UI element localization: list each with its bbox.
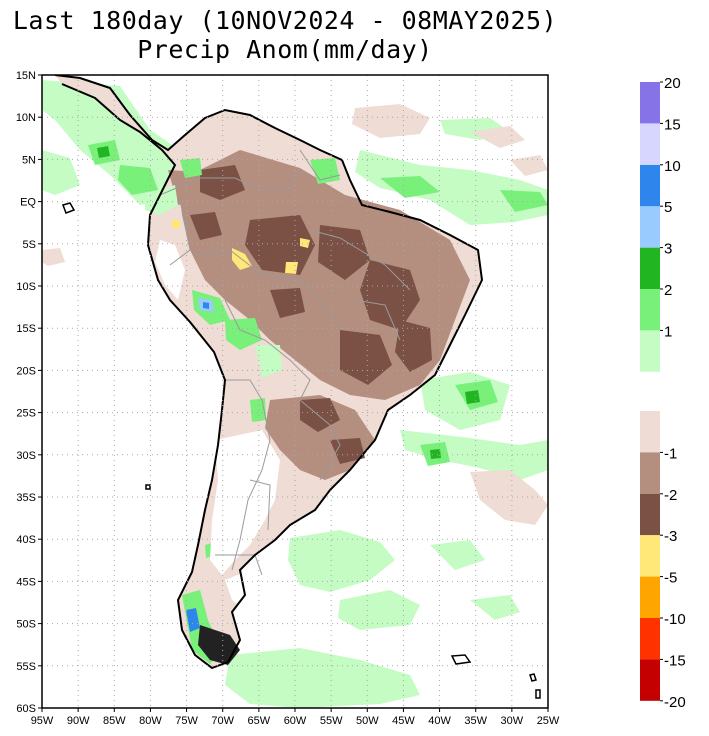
positive-colorbar-swatch xyxy=(640,82,660,124)
longitude-axis: 95W 90W 85W 80W 75W 70W 65W 60W 55W 50W 45W 40W 35W 3… xyxy=(31,708,560,727)
positive-colorbar-swatch xyxy=(640,206,660,248)
negative-colorbar-swatch xyxy=(640,411,660,453)
lon-tick-label: 95W xyxy=(31,715,54,727)
lon-tick-label: 35W xyxy=(464,715,487,727)
ocean-dry-patches xyxy=(42,104,548,525)
lon-tick-label: 80W xyxy=(139,715,162,727)
positive-colorbar-label: 1 xyxy=(664,323,672,340)
lat-tick-label: 25S xyxy=(16,408,36,420)
lon-tick-label: 25W xyxy=(537,715,560,727)
ocean-wetter-patches xyxy=(88,140,548,466)
lat-tick-label: 15S xyxy=(16,323,36,335)
negative-colorbar-swatch xyxy=(640,535,660,577)
positive-colorbar-label: 5 xyxy=(664,199,672,216)
lat-tick-label: 5S xyxy=(23,239,36,251)
lon-tick-label: 50W xyxy=(356,715,379,727)
lat-tick-label: 45S xyxy=(16,576,36,588)
lat-tick-label: EQ xyxy=(20,197,36,209)
negative-colorbar-label: -20 xyxy=(664,694,686,711)
map-title: Last 180day (10NOV2024 - 08MAY2025) xyxy=(12,6,558,35)
islands xyxy=(62,202,541,699)
negative-colorbar: -1 -2 -3 -5 -10 -15 -20 xyxy=(640,411,686,711)
positive-colorbar-swatch xyxy=(640,289,660,331)
negative-colorbar-swatch xyxy=(640,493,660,536)
lon-tick-label: 75W xyxy=(175,715,198,727)
negative-colorbar-swatch xyxy=(640,659,660,701)
lat-tick-label: 35S xyxy=(16,492,36,504)
latitude-axis: 15N 10N 5N EQ 5S 10S 15S 20S 25S 30S 35S 40S 45S 50S 5… xyxy=(16,70,42,715)
negative-colorbar-label: -10 xyxy=(664,611,686,628)
ocean-strong-wet-patches xyxy=(97,146,480,459)
lat-tick-label: 15N xyxy=(16,70,36,82)
lon-tick-label: 55W xyxy=(320,715,343,727)
lat-tick-label: 5N xyxy=(22,154,36,166)
country-borders xyxy=(159,149,411,576)
lat-tick-label: 40S xyxy=(16,534,36,546)
lon-tick-label: 90W xyxy=(67,715,90,727)
positive-colorbar-swatch xyxy=(640,330,660,372)
lon-tick-label: 65W xyxy=(248,715,271,727)
negative-colorbar-label: -1 xyxy=(664,445,677,462)
lat-tick-label: 50S xyxy=(16,619,36,631)
lon-tick-label: 60W xyxy=(284,715,307,727)
negative-colorbar-label: -2 xyxy=(664,487,677,504)
negative-colorbar-label: -3 xyxy=(664,528,677,545)
lat-tick-label: 55S xyxy=(16,661,36,673)
negative-colorbar-swatch xyxy=(640,452,660,494)
positive-colorbar-label: 10 xyxy=(664,158,681,175)
land-strong-dry-area xyxy=(190,165,432,464)
positive-colorbar-label: 2 xyxy=(664,282,672,299)
lat-tick-label: 10N xyxy=(16,112,36,124)
positive-colorbar-swatch xyxy=(640,123,660,165)
tierra-del-fuego xyxy=(198,625,240,665)
lon-tick-label: 30W xyxy=(501,715,524,727)
lon-tick-label: 70W xyxy=(211,715,234,727)
lat-tick-label: 10S xyxy=(16,281,36,293)
negative-colorbar-swatch xyxy=(640,576,660,618)
lat-tick-label: 30S xyxy=(16,450,36,462)
lon-tick-label: 85W xyxy=(103,715,126,727)
map-subtitle: Precip Anom(mm/day) xyxy=(137,35,433,64)
lon-tick-label: 45W xyxy=(392,715,415,727)
positive-colorbar-label: 15 xyxy=(664,116,681,133)
lat-tick-label: 60S xyxy=(16,703,36,715)
coastline xyxy=(54,75,484,670)
lat-tick-label: 20S xyxy=(16,365,36,377)
positive-colorbar: 1 2 3 5 10 15 20 xyxy=(640,75,681,372)
lon-tick-label: 40W xyxy=(428,715,451,727)
negative-colorbar-swatch xyxy=(640,618,660,660)
positive-colorbar-label: 20 xyxy=(664,75,681,92)
positive-colorbar-swatch xyxy=(640,247,660,289)
negative-colorbar-label: -5 xyxy=(664,570,677,587)
positive-colorbar-swatch xyxy=(640,164,660,207)
grid-lines xyxy=(42,75,548,708)
positive-colorbar-label: 3 xyxy=(664,241,672,258)
negative-colorbar-label: -15 xyxy=(664,652,686,669)
